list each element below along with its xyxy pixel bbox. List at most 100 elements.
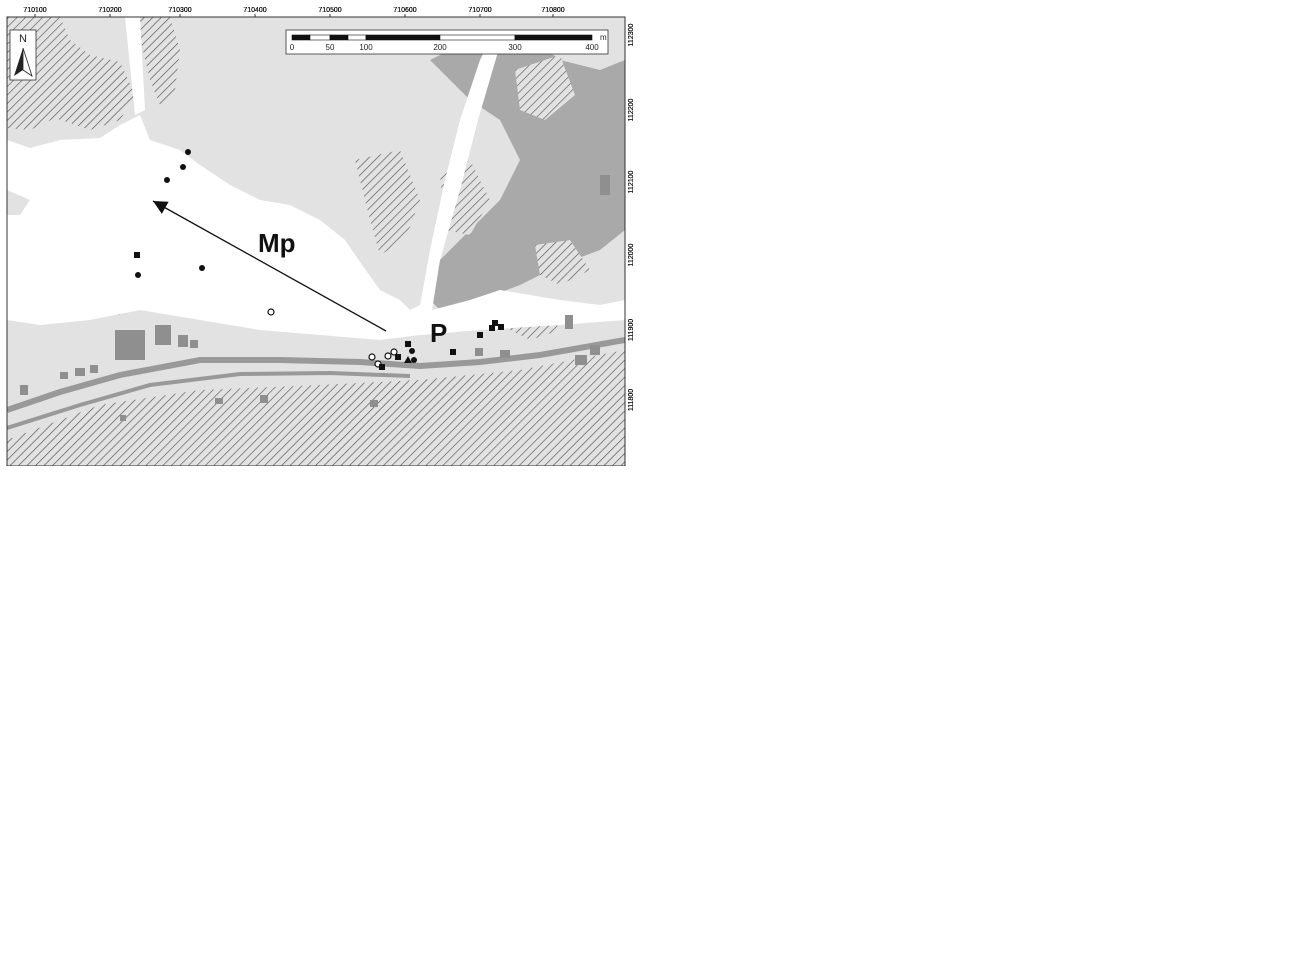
building (75, 368, 85, 376)
scale-bar-unit: m (600, 33, 607, 42)
building (60, 372, 68, 379)
marker-filled-circle (180, 164, 186, 170)
y-tick-label: 112100 (628, 170, 635, 193)
x-tick-label: 710500 (318, 7, 341, 14)
marker-filled-square (477, 332, 483, 338)
x-tick-label: 710700 (468, 7, 491, 14)
building (475, 348, 483, 356)
y-tick-label: 111800 (628, 389, 635, 411)
forest-hatched (7, 350, 625, 466)
panel-label-p: P (430, 318, 447, 348)
x-tick-label: 710500 (318, 7, 341, 14)
road (7, 370, 411, 430)
building (500, 350, 510, 358)
x-tick-label: 710200 (98, 7, 121, 14)
marker-filled-square (405, 341, 411, 347)
x-tick-label: 710600 (393, 7, 416, 14)
x-tick-label: 710800 (541, 7, 564, 14)
x-tick-label: 710300 (168, 7, 191, 14)
north-label: N (19, 33, 27, 45)
x-tick-label: 710800 (541, 7, 564, 14)
building (590, 345, 600, 355)
y-tick-label: 112200 (628, 98, 635, 121)
x-tick-label: 710300 (168, 7, 191, 14)
marker-filled-circle (185, 149, 191, 155)
x-tick-label: 710400 (243, 7, 266, 14)
marker-filled-square (498, 324, 504, 330)
marker-filled-triangle (404, 356, 412, 363)
building (260, 395, 268, 403)
building (600, 175, 610, 195)
building (190, 340, 198, 348)
y-tick-label: 112100 (628, 170, 635, 193)
y-tick-label: 112300 (628, 23, 635, 46)
x-tick-label: 710100 (23, 7, 46, 14)
building (575, 355, 587, 365)
scale-bar-segment (329, 34, 349, 41)
y-tick-label: 112000 (628, 243, 635, 266)
x-tick-label: 710400 (243, 7, 266, 14)
marker-open-circle (384, 352, 392, 360)
forest-hatched (535, 240, 590, 285)
scale-bar-label: 0 (290, 43, 295, 52)
y-tick-label: 111900 (628, 319, 635, 341)
building (20, 385, 28, 395)
scale-bar-label: 50 (326, 43, 335, 52)
y-tick-label: 111900 (628, 319, 635, 341)
building (565, 315, 573, 329)
x-tick-label: 710400 (243, 7, 266, 14)
y-tick-label: 112100 (628, 170, 635, 193)
panel-label-mp: Mp (258, 228, 296, 258)
y-tick-label: 111900 (628, 319, 635, 341)
y-tick-label: 112100 (628, 170, 635, 193)
north-arrow-icon (14, 48, 23, 76)
scale-bar-label: 300 (508, 43, 522, 52)
y-tick-label: 112300 (628, 23, 635, 46)
map-panel-mp: 710100 710200 710300 710400 710500 710600 7107… (0, 0, 637, 471)
marker-filled-circle (409, 348, 415, 354)
y-tick-label: 112300 (628, 23, 635, 46)
x-tick-label: 710600 (393, 7, 416, 14)
building (115, 330, 145, 360)
marker-open-circle (267, 308, 275, 316)
y-tick-label: 111800 (628, 389, 635, 411)
x-tick-label: 710500 (318, 7, 341, 14)
marker-open-circle (390, 348, 398, 356)
x-tick-label: 710700 (468, 7, 491, 14)
marker-filled-square (489, 325, 495, 331)
y-tick-label: 112000 (628, 243, 635, 266)
marker-filled-circle (135, 272, 141, 278)
building (370, 400, 378, 407)
scale-bar-label: 200 (433, 43, 447, 52)
x-tick-label: 710100 (23, 7, 46, 14)
map-svg: 710100 710200 710300 710400 710500 710600 7107… (6, 7, 635, 467)
x-tick-label: 710100 (23, 7, 46, 14)
marker-filled-circle (199, 265, 205, 271)
x-tick-label: 710200 (98, 7, 121, 14)
building (215, 398, 223, 404)
marker-open-circle (368, 353, 376, 361)
open-land (125, 17, 145, 115)
x-tick-label: 710800 (541, 7, 564, 14)
y-tick-label: 112200 (628, 98, 635, 121)
y-tick-label: 112200 (628, 98, 635, 121)
y-tick-label: 112000 (628, 243, 635, 266)
forest-hatched (7, 17, 135, 130)
building (120, 415, 126, 421)
x-tick-label: 710500 (318, 7, 341, 14)
scale-bar-label: 400 (585, 43, 599, 52)
scale-bar-segment (347, 34, 367, 41)
marker-filled-circle (164, 177, 170, 183)
x-tick-label: 710300 (168, 7, 191, 14)
scale-bar-segment (309, 34, 331, 41)
scale-bar-segment (439, 34, 516, 41)
marker-filled-square (395, 354, 401, 360)
marker-filled-square (450, 349, 456, 355)
movement-arrowhead (153, 201, 169, 214)
y-tick-label: 111900 (628, 319, 635, 341)
y-tick-label: 111800 (628, 389, 635, 411)
north-arrow-icon (22, 47, 33, 77)
x-tick-label: 710400 (243, 7, 266, 14)
x-tick-label: 710800 (541, 7, 564, 14)
